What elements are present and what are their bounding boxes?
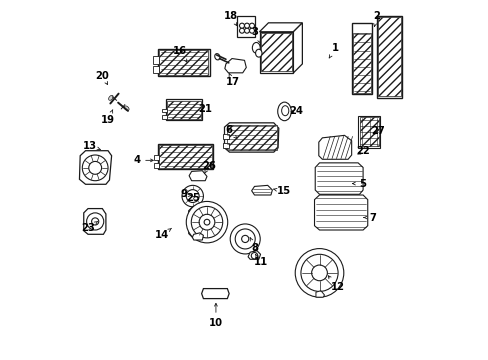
Text: 5: 5 [352, 179, 365, 189]
Circle shape [241, 235, 248, 243]
Polygon shape [224, 59, 246, 73]
Bar [159, 50, 208, 75]
Text: 24: 24 [289, 107, 303, 116]
Bar [158, 49, 209, 76]
Circle shape [191, 206, 222, 238]
Polygon shape [201, 289, 229, 298]
Polygon shape [153, 163, 159, 168]
Ellipse shape [214, 54, 220, 60]
Circle shape [230, 224, 260, 254]
Bar [159, 145, 212, 168]
Circle shape [182, 185, 203, 207]
Text: 20: 20 [95, 71, 109, 85]
Bar [165, 99, 202, 120]
Text: 22: 22 [355, 147, 369, 157]
Circle shape [86, 213, 103, 230]
Polygon shape [153, 155, 159, 160]
Polygon shape [259, 23, 302, 32]
Text: 19: 19 [101, 110, 115, 125]
Polygon shape [223, 134, 228, 139]
Text: 1: 1 [328, 43, 339, 58]
Polygon shape [162, 115, 166, 118]
Polygon shape [224, 123, 278, 152]
Text: 17: 17 [225, 73, 240, 87]
Text: 8: 8 [249, 238, 258, 253]
Polygon shape [251, 185, 272, 195]
Bar [376, 16, 402, 98]
Polygon shape [80, 151, 111, 184]
Ellipse shape [255, 49, 262, 57]
Bar [351, 23, 372, 94]
Circle shape [199, 214, 214, 230]
Bar [359, 117, 378, 147]
Text: 15: 15 [273, 186, 290, 197]
Text: 26: 26 [202, 161, 215, 174]
Polygon shape [318, 135, 351, 159]
Text: 4: 4 [133, 156, 153, 165]
Polygon shape [314, 195, 367, 230]
Circle shape [186, 190, 199, 203]
Polygon shape [83, 208, 106, 234]
Ellipse shape [281, 106, 288, 116]
Circle shape [244, 28, 249, 33]
Bar [167, 101, 201, 118]
Text: 11: 11 [253, 254, 267, 267]
Circle shape [186, 202, 227, 243]
Polygon shape [192, 233, 203, 240]
Ellipse shape [252, 42, 260, 53]
Text: 10: 10 [208, 303, 223, 328]
Text: 12: 12 [327, 276, 344, 292]
Polygon shape [315, 163, 363, 194]
Text: 2: 2 [372, 11, 379, 27]
Circle shape [295, 249, 343, 297]
Text: 7: 7 [363, 212, 376, 222]
Bar [158, 144, 213, 169]
Text: 3: 3 [251, 27, 260, 43]
Text: 14: 14 [154, 228, 171, 240]
Circle shape [91, 218, 99, 225]
Text: 6: 6 [224, 125, 236, 138]
Polygon shape [162, 109, 166, 112]
Text: 21: 21 [198, 104, 212, 113]
Text: 25: 25 [185, 193, 199, 203]
Polygon shape [247, 251, 260, 259]
Bar [261, 33, 291, 71]
Circle shape [249, 28, 254, 33]
Circle shape [311, 265, 326, 281]
Text: 27: 27 [371, 126, 385, 136]
Ellipse shape [108, 95, 113, 100]
Circle shape [249, 23, 254, 28]
Text: 9: 9 [180, 189, 191, 199]
Text: 23: 23 [81, 221, 98, 233]
Bar [259, 32, 293, 73]
Circle shape [88, 161, 102, 174]
Bar [377, 17, 400, 96]
Polygon shape [187, 192, 202, 202]
Circle shape [235, 229, 255, 249]
Text: 18: 18 [224, 12, 238, 26]
Circle shape [203, 219, 209, 225]
Bar [357, 116, 380, 148]
Circle shape [239, 28, 244, 33]
Polygon shape [315, 291, 324, 297]
Polygon shape [189, 171, 206, 181]
Polygon shape [188, 206, 223, 238]
Circle shape [300, 254, 337, 292]
Ellipse shape [277, 102, 291, 121]
Circle shape [251, 252, 257, 259]
Circle shape [82, 155, 108, 181]
Bar [226, 125, 276, 150]
Polygon shape [223, 143, 228, 148]
Bar [237, 17, 255, 37]
Polygon shape [293, 23, 302, 73]
Circle shape [244, 23, 249, 28]
Circle shape [239, 23, 244, 28]
Ellipse shape [124, 106, 129, 111]
Bar [153, 66, 159, 73]
Bar [153, 57, 159, 64]
Text: 16: 16 [173, 46, 187, 62]
Text: 13: 13 [83, 141, 100, 151]
Bar [352, 33, 370, 93]
